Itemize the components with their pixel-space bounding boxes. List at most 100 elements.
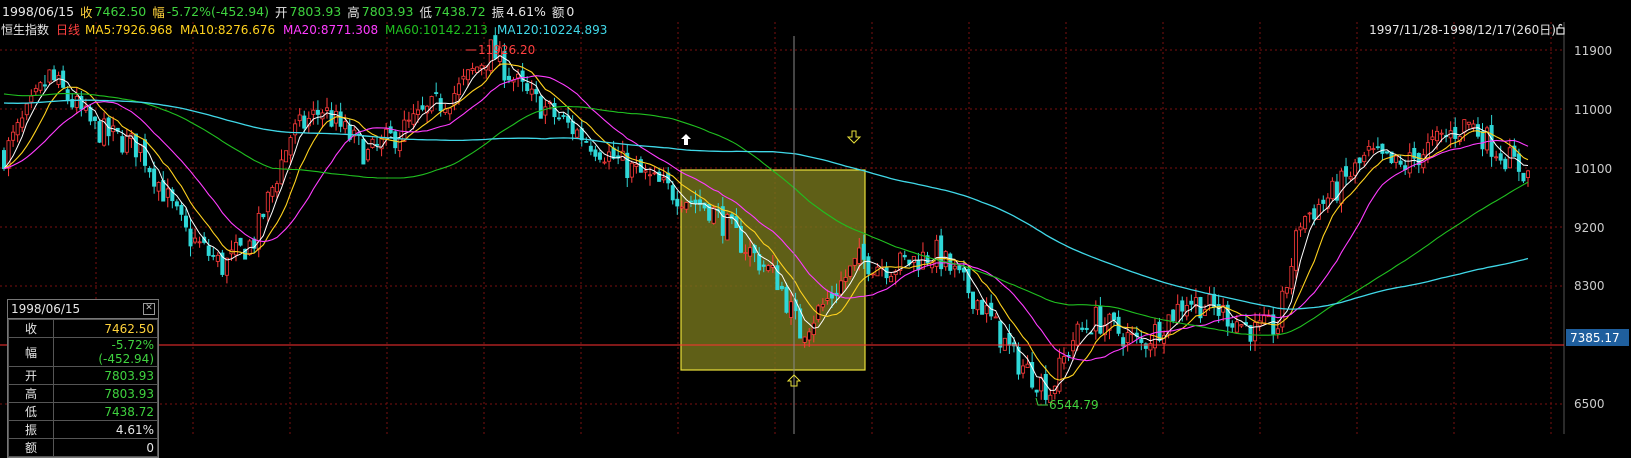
candle-up <box>284 150 289 163</box>
candle-up <box>1316 204 1321 220</box>
candle-down <box>420 105 425 110</box>
info-panel-date: 1998/06/15 <box>11 302 81 316</box>
header-amplitude-value: 4.61% <box>506 3 546 19</box>
candle-up <box>256 212 261 250</box>
candle-down <box>1171 309 1176 322</box>
candle-up <box>429 96 434 112</box>
header-high-label: 高 <box>347 4 360 20</box>
candle-up <box>1430 136 1435 141</box>
candle-up <box>397 138 402 152</box>
candle-up <box>293 123 298 136</box>
candle-up <box>288 137 293 156</box>
candle-up <box>889 275 894 283</box>
candle-up <box>1394 155 1399 163</box>
candle-up <box>1262 315 1267 324</box>
candle-up <box>1325 197 1330 209</box>
candle-up <box>857 247 862 264</box>
candle-down <box>698 199 703 205</box>
candle-up <box>324 107 329 111</box>
candle-up <box>1371 148 1376 151</box>
candle-up <box>124 135 129 153</box>
candle-up <box>643 170 648 173</box>
info-label: 额 <box>8 438 54 457</box>
candle-up <box>766 265 771 271</box>
candle-down <box>957 265 962 271</box>
candle-up <box>1061 356 1066 364</box>
lock-icon[interactable] <box>1556 23 1565 35</box>
candle-down <box>1180 300 1185 312</box>
candle-down <box>206 245 211 256</box>
candle-up <box>29 95 34 103</box>
candle-down <box>361 138 366 165</box>
legend-ma10: MA10:8276.676 <box>180 23 275 37</box>
candle-down <box>1380 143 1385 154</box>
candle-up <box>6 140 11 169</box>
candle-down <box>525 83 530 92</box>
candle-down <box>1216 304 1221 316</box>
candle-down <box>1384 151 1389 154</box>
info-value: 7803.93 <box>53 384 158 403</box>
candle-up <box>684 202 689 210</box>
candle-down <box>1344 166 1349 177</box>
candle-up <box>33 88 38 93</box>
header-change-label: 幅 <box>152 4 165 20</box>
candle-up <box>652 172 657 175</box>
candle-up <box>461 75 466 80</box>
candle-up <box>456 83 461 96</box>
candle-down <box>861 243 866 260</box>
candle-down <box>1080 327 1085 330</box>
ma120-line <box>3 99 1529 310</box>
candle-up <box>475 66 480 73</box>
candle-down <box>998 320 1003 348</box>
close-icon[interactable]: ✕ <box>143 303 155 315</box>
candle-down <box>92 116 97 121</box>
candle-up <box>1075 323 1080 346</box>
candle-down <box>1007 332 1012 346</box>
candle-up <box>193 237 198 243</box>
candle-down <box>338 111 343 127</box>
candle-down <box>1189 300 1194 305</box>
candle-down <box>902 254 907 258</box>
candle-up <box>156 182 161 192</box>
candle-up <box>415 109 420 115</box>
candle-up <box>497 47 502 62</box>
price-tick: 11900 <box>1574 44 1612 58</box>
candle-down <box>106 117 111 137</box>
candle-down <box>1375 146 1380 149</box>
candle-up <box>406 119 411 122</box>
candlestick-chart[interactable]: 11900 11000 10100 9200 8300 6500 7385.17… <box>0 22 1631 434</box>
legend-period[interactable]: 日线 <box>56 23 80 37</box>
candle-up <box>197 241 202 244</box>
candle-up <box>1330 180 1335 200</box>
candle-down <box>534 89 539 95</box>
candle-up <box>1435 130 1440 142</box>
candle-up <box>1125 332 1130 343</box>
candle-up <box>975 300 980 311</box>
candle-up <box>1193 297 1198 307</box>
ma5-line <box>3 54 1529 391</box>
candle-up <box>265 191 270 213</box>
candle-up <box>1298 226 1303 231</box>
candle-up <box>274 183 279 193</box>
candle-up <box>543 106 548 116</box>
candle-down <box>65 89 70 101</box>
candle-up <box>1307 212 1312 215</box>
candle-down <box>1321 199 1326 204</box>
arrow-up-marker-left <box>681 134 691 145</box>
info-value: -5.72%(-452.94) <box>53 337 158 367</box>
info-value: 7462.50 <box>53 319 158 338</box>
candle-down <box>183 215 188 228</box>
candle-up <box>952 265 957 270</box>
candle-down <box>1453 126 1458 139</box>
candle-up <box>984 305 989 315</box>
candle-down <box>261 213 266 218</box>
candle-up <box>843 277 848 282</box>
candle-up <box>215 254 220 262</box>
candle-down <box>1334 181 1339 201</box>
candle-up <box>911 255 916 263</box>
candle-down <box>557 117 562 120</box>
candle-up <box>748 247 753 257</box>
candle-up <box>1526 170 1531 178</box>
info-value: 7438.72 <box>53 402 158 421</box>
candle-down <box>720 206 725 236</box>
